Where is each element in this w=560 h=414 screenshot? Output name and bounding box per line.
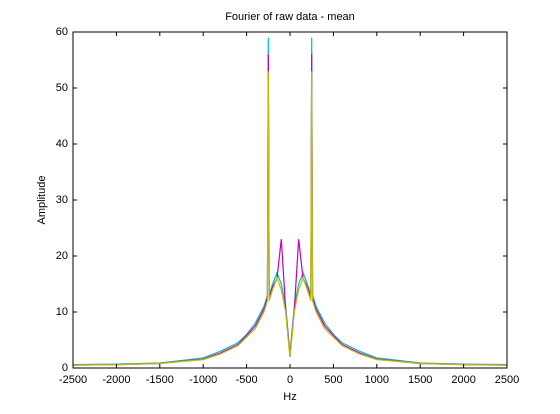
y-tick-label: 40 [56,138,68,150]
x-axis-label: Hz [283,391,296,403]
x-tick-label: -2500 [59,374,87,386]
y-tick-label: 0 [62,362,68,374]
x-tick-label: 2500 [495,374,519,386]
y-tick-label: 50 [56,82,68,94]
x-tick-label: 2000 [451,374,475,386]
x-tick-label: -1500 [146,374,174,386]
y-axis-label: Amplitude [36,176,48,225]
y-tick-label: 20 [56,250,68,262]
chart-title: Fourier of raw data - mean [225,11,355,23]
y-tick-label: 60 [56,26,68,38]
x-tick-label: 1000 [365,374,389,386]
x-tick-label: -500 [236,374,258,386]
x-tick-label: 1500 [408,374,432,386]
y-tick-label: 30 [56,194,68,206]
x-tick-label: 0 [287,374,293,386]
x-tick-label: -1000 [189,374,217,386]
x-tick-label: 500 [324,374,342,386]
x-tick-label: -2000 [102,374,130,386]
data-line [72,71,508,366]
y-tick-label: 10 [56,306,68,318]
